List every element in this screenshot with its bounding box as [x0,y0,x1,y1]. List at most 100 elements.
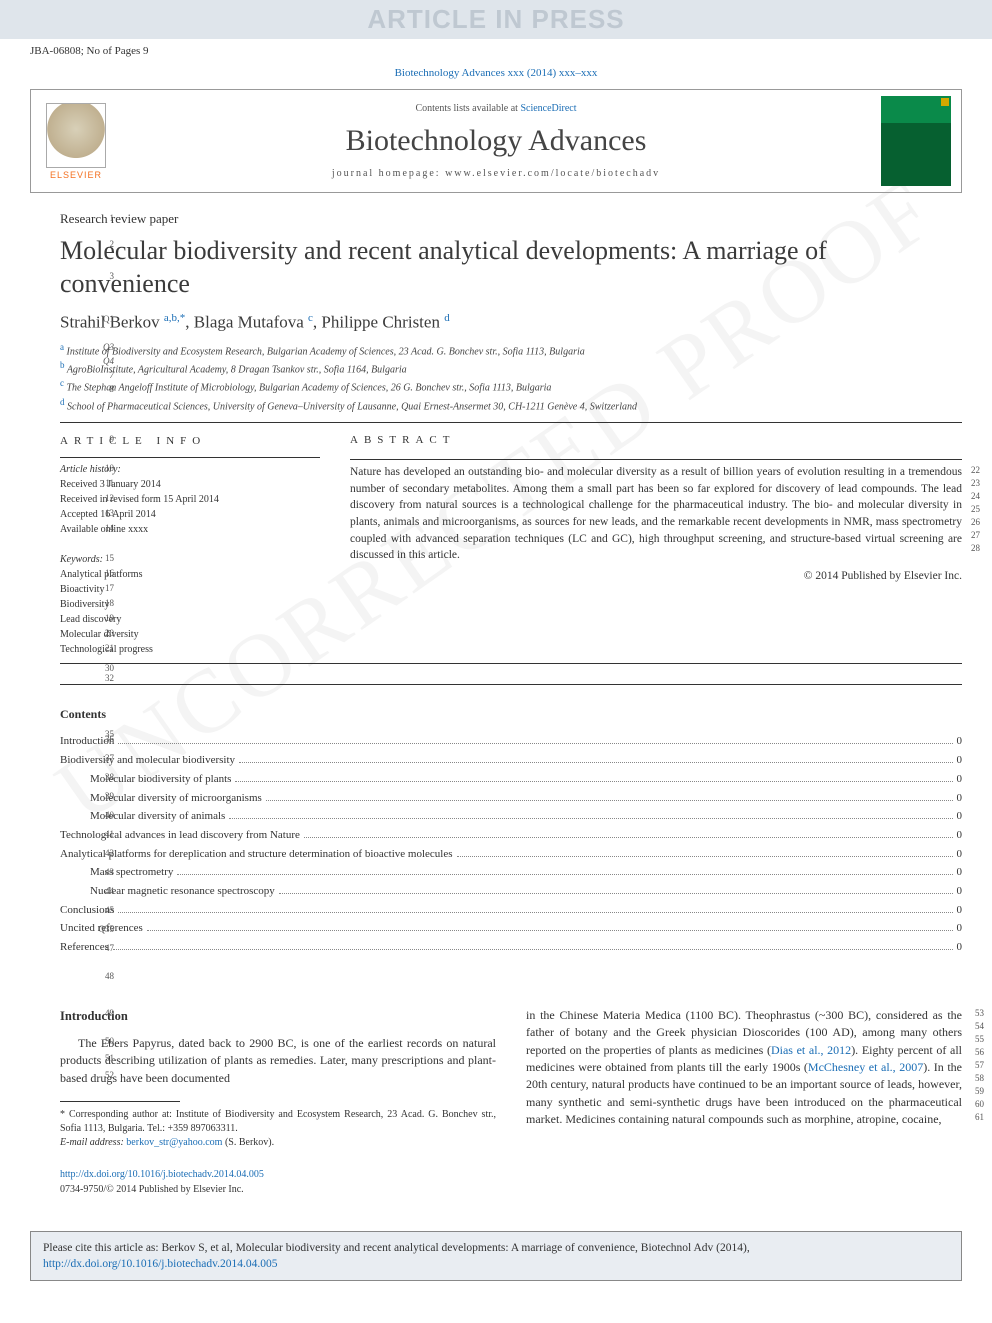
toc-page: 0 [957,938,963,957]
toc-row[interactable]: Technological advances in lead discovery… [60,826,962,845]
cite-doi-link[interactable]: http://dx.doi.org/10.1016/j.biotechadv.2… [43,1258,277,1270]
lineno: 43 [90,865,114,880]
abstract-copyright: © 2014 Published by Elsevier Inc. [350,568,962,585]
toc-dots [279,893,953,894]
lineno: 52 [90,1069,114,1082]
citation-link[interactable]: Dias et al., 2012 [771,1043,851,1057]
author-3-sup: d [444,312,450,324]
toc-row[interactable]: Uncited references 0 [60,919,962,938]
toc-dots [118,912,952,913]
elsevier-logo: ELSEVIER [41,96,111,186]
contents-available-line: Contents lists available at ScienceDirec… [121,103,871,114]
lineno: 36 [90,732,114,747]
corresponding-footnote: * Corresponding author at: Institute of … [60,1108,496,1150]
toc-page: 0 [957,901,963,920]
lineno: 45 [90,903,114,918]
divider [60,457,320,458]
toc-row[interactable]: References 0 [60,938,962,957]
email-suffix: (S. Berkov). [222,1137,274,1148]
corresponding-email-link[interactable]: berkov_str@yahoo.com [126,1137,222,1148]
issn-line: 0734-9750/© 2014 Published by Elsevier I… [60,1184,244,1195]
toc-dots [239,762,952,763]
toc-dots [457,856,953,857]
toc-label: Molecular diversity of microorganisms [90,789,262,808]
contents-heading: Contents [60,707,962,722]
header-center: Contents lists available at ScienceDirec… [121,103,871,179]
lineno: 49 [90,1007,114,1020]
lineno: 16 [90,567,114,581]
abstract-linenos: 22 23 24 25 26 27 28 [971,464,980,555]
toc-row[interactable]: Mass spectrometry 0 [60,863,962,882]
toc-row[interactable]: Introduction 0 [60,732,962,751]
toc-dots [266,800,953,801]
toc-dots [113,949,953,950]
lineno: 18 [90,597,114,611]
info-abstract-row: 9 ARTICLE INFO 10 11 12 13 14 Article hi… [60,433,962,658]
divider [60,422,962,423]
homepage-prefix: journal homepage: [332,168,445,179]
author-1-sup: a,b, [164,312,180,324]
toc-label: Nuclear magnetic resonance spectroscopy [90,882,275,901]
lineno: 42 [90,846,114,861]
lineno-q: Q1 [90,314,114,324]
intro-paragraph-col1: The Ebers Papyrus, dated back to 2900 BC… [60,1035,496,1087]
toc-page: 0 [957,751,963,770]
toc-row[interactable]: Nuclear magnetic resonance spectroscopy … [60,882,962,901]
elsevier-label: ELSEVIER [50,170,102,180]
lineno-q: Q4 [90,355,114,368]
journal-homepage: journal homepage: www.elsevier.com/locat… [121,168,871,179]
doi-block: http://dx.doi.org/10.1016/j.biotechadv.2… [60,1168,496,1197]
lineno: 15 [90,552,114,566]
affil-2: AgroBioInstitute, Agricultural Academy, … [65,364,407,375]
lineno: 3 [90,271,114,281]
toc-dots [118,743,952,744]
toc-row[interactable]: Analytical platforms for dereplication a… [60,845,962,864]
email-label: E-mail address: [60,1137,126,1148]
toc-page: 0 [957,807,963,826]
toc-dots [177,874,952,875]
article-type: Research review paper [60,211,962,227]
toc-dots [147,930,953,931]
cite-text: Please cite this article as: Berkov S, e… [43,1242,750,1254]
doi-link[interactable]: http://dx.doi.org/10.1016/j.biotechadv.2… [60,1169,264,1180]
toc-page: 0 [957,882,963,901]
affil-3: The Stephan Angeloff Institute of Microb… [64,383,551,394]
lineno: 20 [90,627,114,641]
toc-dots [229,818,952,819]
abstract-head: ABSTRACT [350,433,962,449]
toc-row[interactable]: Molecular diversity of animals 0 [60,807,962,826]
in-press-banner: ARTICLE IN PRESS [0,0,992,39]
lineno: 7 [90,369,114,382]
lineno: 9 [90,433,114,447]
toc-row[interactable]: Molecular biodiversity of plants 0 [60,770,962,789]
toc-dots [235,781,952,782]
lineno: 40 [90,808,114,823]
article-ref-line: JBA-06808; No of Pages 9 [0,39,992,63]
lineno: 38 [90,770,114,785]
lineno: 13 [90,507,114,521]
lineno: 39 [90,789,114,804]
lineno: 30 [90,663,114,673]
table-of-contents: 36 37 38 39 40 41 42 43 44 45 Q35 47 Int… [60,732,962,956]
toc-page: 0 [957,770,963,789]
toc-row[interactable]: Conclusions 0 [60,901,962,920]
lineno: 19 [90,612,114,626]
footnote-text: Corresponding author at: Institute of Bi… [60,1109,496,1134]
lineno: 1 [90,213,114,223]
toc-label: Analytical platforms for dereplication a… [60,845,453,864]
lineno: 32 [90,673,114,683]
article-info-block: 9 ARTICLE INFO 10 11 12 13 14 Article hi… [60,433,320,658]
toc-row[interactable]: Molecular diversity of microorganisms 0 [60,789,962,808]
lineno: 21 [90,642,114,656]
article-title: Molecular biodiversity and recent analyt… [60,235,962,300]
lineno: 51 [90,1052,114,1065]
col2-linenos: 535455565758596061 [975,1007,984,1124]
citation-link[interactable]: McChesney et al., 2007 [808,1060,923,1074]
journal-name: Biotechnology Advances [121,124,871,158]
intro-paragraph-col2: 535455565758596061 in the Chinese Materi… [526,1007,962,1129]
toc-row[interactable]: Biodiversity and molecular biodiversity … [60,751,962,770]
divider [60,684,962,685]
citation-box: Please cite this article as: Berkov S, e… [30,1231,962,1281]
sciencedirect-link[interactable]: ScienceDirect [520,103,576,114]
journal-citation-link[interactable]: Biotechnology Advances xxx (2014) xxx–xx… [395,67,598,79]
